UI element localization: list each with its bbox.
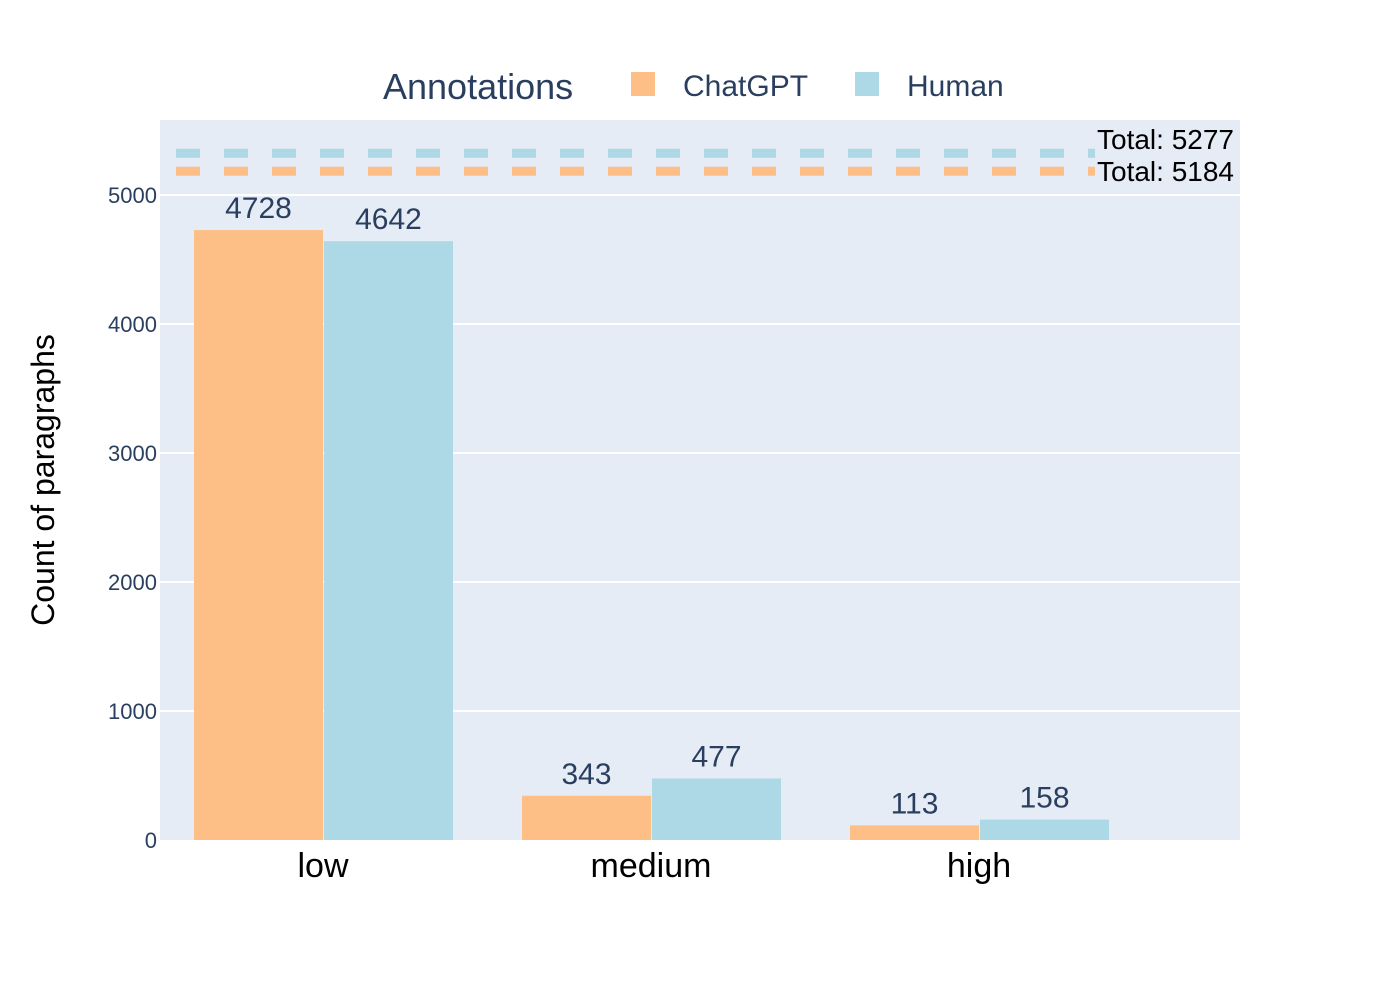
y-tick-label: 3000: [108, 441, 157, 466]
legend-swatch-human: [855, 72, 879, 96]
y-axis-title: Count of paragraphs: [25, 334, 61, 626]
bar-chatgpt-medium: [522, 795, 651, 840]
bar-value-label: 477: [691, 740, 741, 773]
bar-value-label: 4642: [355, 203, 422, 236]
total-label: Total: 5184: [1097, 156, 1234, 187]
y-tick-label: 0: [145, 828, 157, 853]
x-axis-ticks: low medium high: [297, 847, 1011, 885]
bar-value-label: 113: [891, 787, 939, 820]
bar-human-medium: [652, 778, 781, 840]
bar-value-label: 343: [561, 758, 611, 791]
bar-labels: 4728 4642 343 477 113 158: [225, 192, 1069, 820]
bar-value-label: 4728: [225, 192, 292, 225]
bar-human-high: [980, 819, 1109, 840]
y-tick-label: 1000: [108, 699, 157, 724]
legend-swatch-chatgpt: [631, 72, 655, 96]
bar-value-label: 158: [1019, 782, 1069, 815]
y-tick-label: 5000: [108, 183, 157, 208]
legend-label-chatgpt: ChatGPT: [683, 70, 808, 103]
x-tick-label: medium: [591, 847, 712, 885]
y-tick-label: 2000: [108, 570, 157, 595]
total-label: Total: 5277: [1097, 124, 1234, 155]
bar-chatgpt-high: [850, 825, 979, 840]
bar-human-low: [324, 241, 453, 840]
legend-label-human: Human: [907, 70, 1004, 103]
y-tick-label: 4000: [108, 312, 157, 337]
legend-title: Annotations: [383, 66, 573, 107]
legend: Annotations ChatGPT Human: [383, 66, 1004, 107]
x-tick-label: low: [297, 847, 348, 885]
bars: [194, 230, 1109, 840]
y-axis-ticks: 0 1000 2000 3000 4000 5000: [108, 183, 157, 853]
x-tick-label: high: [947, 847, 1011, 885]
bar-chatgpt-low: [194, 230, 323, 840]
